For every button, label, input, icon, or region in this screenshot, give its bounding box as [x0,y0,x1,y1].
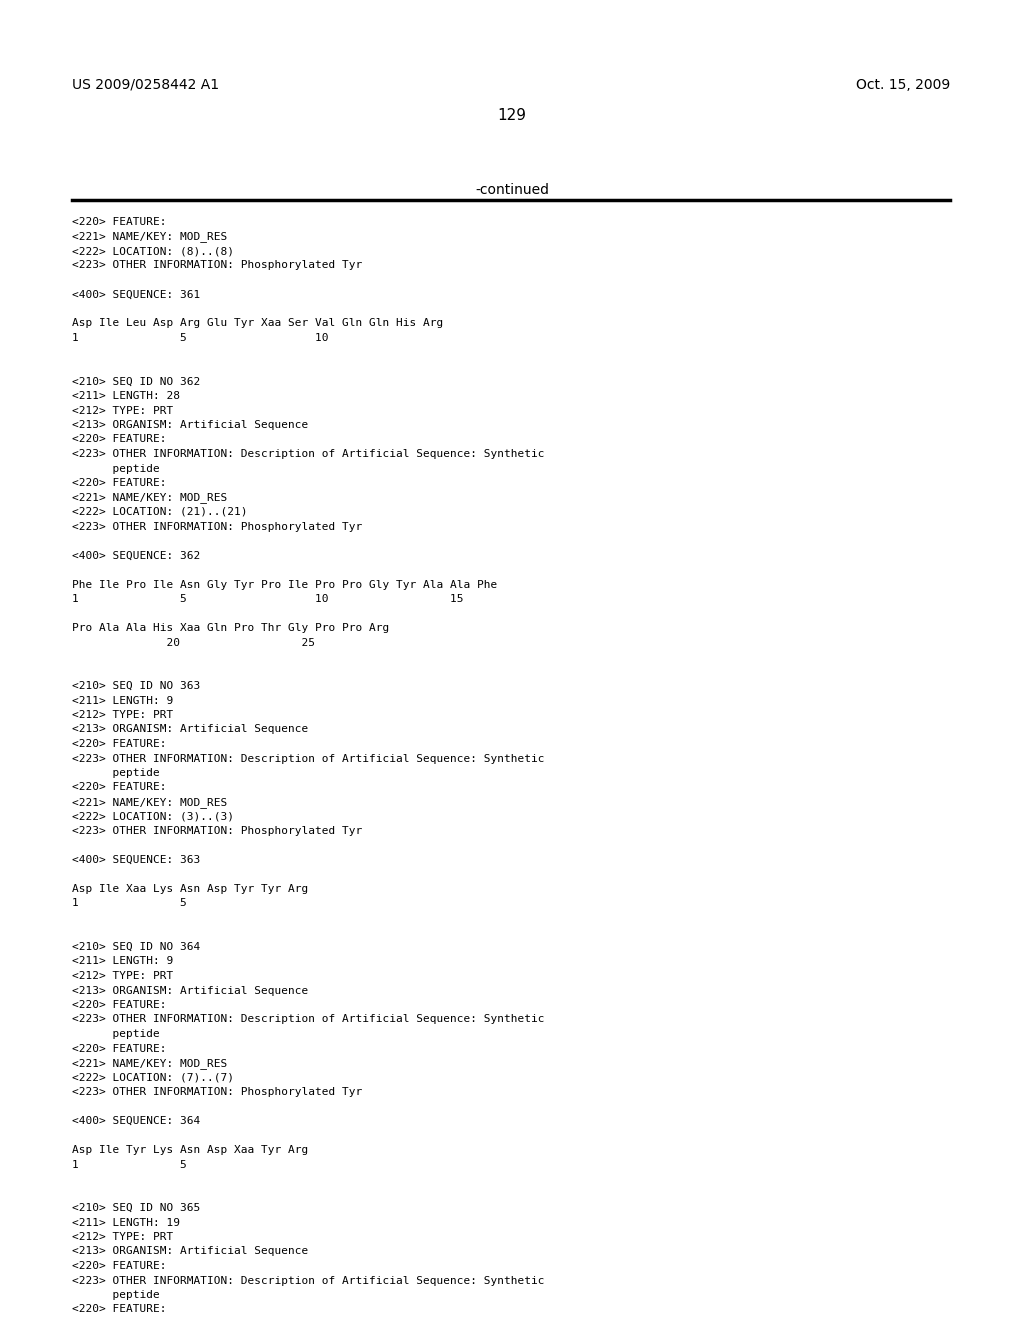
Text: <222> LOCATION: (3)..(3): <222> LOCATION: (3)..(3) [72,812,234,821]
Text: <223> OTHER INFORMATION: Phosphorylated Tyr: <223> OTHER INFORMATION: Phosphorylated … [72,1086,362,1097]
Text: <220> FEATURE:: <220> FEATURE: [72,1044,167,1053]
Text: peptide: peptide [72,1030,160,1039]
Text: <211> LENGTH: 28: <211> LENGTH: 28 [72,391,180,401]
Text: <223> OTHER INFORMATION: Phosphorylated Tyr: <223> OTHER INFORMATION: Phosphorylated … [72,521,362,532]
Text: <222> LOCATION: (8)..(8): <222> LOCATION: (8)..(8) [72,246,234,256]
Text: <223> OTHER INFORMATION: Description of Artificial Sequence: Synthetic: <223> OTHER INFORMATION: Description of … [72,1275,545,1286]
Text: <220> FEATURE:: <220> FEATURE: [72,739,167,748]
Text: Oct. 15, 2009: Oct. 15, 2009 [856,78,950,92]
Text: 1               5                   10                  15: 1 5 10 15 [72,594,464,605]
Text: <220> FEATURE:: <220> FEATURE: [72,1261,167,1271]
Text: peptide: peptide [72,1290,160,1300]
Text: Asp Ile Tyr Lys Asn Asp Xaa Tyr Arg: Asp Ile Tyr Lys Asn Asp Xaa Tyr Arg [72,1144,308,1155]
Text: <221> NAME/KEY: MOD_RES: <221> NAME/KEY: MOD_RES [72,231,227,243]
Text: <212> TYPE: PRT: <212> TYPE: PRT [72,405,173,416]
Text: <210> SEQ ID NO 365: <210> SEQ ID NO 365 [72,1203,201,1213]
Text: <220> FEATURE:: <220> FEATURE: [72,216,167,227]
Text: <223> OTHER INFORMATION: Description of Artificial Sequence: Synthetic: <223> OTHER INFORMATION: Description of … [72,449,545,459]
Text: <211> LENGTH: 9: <211> LENGTH: 9 [72,957,173,966]
Text: peptide: peptide [72,768,160,777]
Text: Asp Ile Xaa Lys Asn Asp Tyr Tyr Arg: Asp Ile Xaa Lys Asn Asp Tyr Tyr Arg [72,884,308,894]
Text: <213> ORGANISM: Artificial Sequence: <213> ORGANISM: Artificial Sequence [72,1246,308,1257]
Text: -continued: -continued [475,183,549,197]
Text: US 2009/0258442 A1: US 2009/0258442 A1 [72,78,219,92]
Text: <222> LOCATION: (21)..(21): <222> LOCATION: (21)..(21) [72,507,248,517]
Text: <220> FEATURE:: <220> FEATURE: [72,1304,167,1315]
Text: <400> SEQUENCE: 361: <400> SEQUENCE: 361 [72,289,201,300]
Text: Phe Ile Pro Ile Asn Gly Tyr Pro Ile Pro Pro Gly Tyr Ala Ala Phe: Phe Ile Pro Ile Asn Gly Tyr Pro Ile Pro … [72,579,498,590]
Text: <210> SEQ ID NO 362: <210> SEQ ID NO 362 [72,376,201,387]
Text: <220> FEATURE:: <220> FEATURE: [72,478,167,488]
Text: peptide: peptide [72,463,160,474]
Text: <400> SEQUENCE: 363: <400> SEQUENCE: 363 [72,855,201,865]
Text: <213> ORGANISM: Artificial Sequence: <213> ORGANISM: Artificial Sequence [72,420,308,430]
Text: Asp Ile Leu Asp Arg Glu Tyr Xaa Ser Val Gln Gln His Arg: Asp Ile Leu Asp Arg Glu Tyr Xaa Ser Val … [72,318,443,329]
Text: <221> NAME/KEY: MOD_RES: <221> NAME/KEY: MOD_RES [72,797,227,808]
Text: 1               5                   10: 1 5 10 [72,333,329,343]
Text: 1               5: 1 5 [72,1159,186,1170]
Text: <213> ORGANISM: Artificial Sequence: <213> ORGANISM: Artificial Sequence [72,725,308,734]
Text: <220> FEATURE:: <220> FEATURE: [72,434,167,445]
Text: <400> SEQUENCE: 364: <400> SEQUENCE: 364 [72,1115,201,1126]
Text: Pro Ala Ala His Xaa Gln Pro Thr Gly Pro Pro Arg: Pro Ala Ala His Xaa Gln Pro Thr Gly Pro … [72,623,389,634]
Text: <210> SEQ ID NO 364: <210> SEQ ID NO 364 [72,942,201,952]
Text: <223> OTHER INFORMATION: Phosphorylated Tyr: <223> OTHER INFORMATION: Phosphorylated … [72,826,362,836]
Text: 129: 129 [498,108,526,123]
Text: <211> LENGTH: 19: <211> LENGTH: 19 [72,1217,180,1228]
Text: <223> OTHER INFORMATION: Description of Artificial Sequence: Synthetic: <223> OTHER INFORMATION: Description of … [72,1015,545,1024]
Text: <213> ORGANISM: Artificial Sequence: <213> ORGANISM: Artificial Sequence [72,986,308,995]
Text: <212> TYPE: PRT: <212> TYPE: PRT [72,1232,173,1242]
Text: <220> FEATURE:: <220> FEATURE: [72,783,167,792]
Text: <222> LOCATION: (7)..(7): <222> LOCATION: (7)..(7) [72,1072,234,1082]
Text: <400> SEQUENCE: 362: <400> SEQUENCE: 362 [72,550,201,561]
Text: <210> SEQ ID NO 363: <210> SEQ ID NO 363 [72,681,201,690]
Text: <223> OTHER INFORMATION: Description of Artificial Sequence: Synthetic: <223> OTHER INFORMATION: Description of … [72,754,545,763]
Text: <212> TYPE: PRT: <212> TYPE: PRT [72,972,173,981]
Text: <221> NAME/KEY: MOD_RES: <221> NAME/KEY: MOD_RES [72,492,227,503]
Text: 1               5: 1 5 [72,899,186,908]
Text: <221> NAME/KEY: MOD_RES: <221> NAME/KEY: MOD_RES [72,1059,227,1069]
Text: <212> TYPE: PRT: <212> TYPE: PRT [72,710,173,719]
Text: <211> LENGTH: 9: <211> LENGTH: 9 [72,696,173,705]
Text: 20                  25: 20 25 [72,638,315,648]
Text: <220> FEATURE:: <220> FEATURE: [72,1001,167,1010]
Text: <223> OTHER INFORMATION: Phosphorylated Tyr: <223> OTHER INFORMATION: Phosphorylated … [72,260,362,271]
